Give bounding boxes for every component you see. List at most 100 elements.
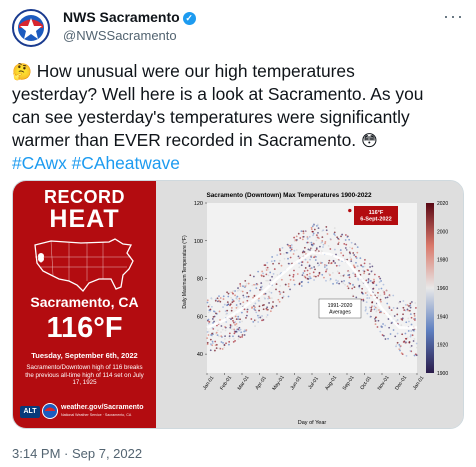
- scatter-point: [415, 346, 418, 349]
- average-curve: [206, 250, 417, 329]
- scatter-point: [396, 341, 399, 344]
- scatter-point: [387, 318, 390, 320]
- scatter-point: [349, 282, 352, 285]
- scatter-point: [358, 286, 361, 289]
- scatter-point: [289, 244, 292, 247]
- colorbar-tick-label: 1960: [437, 286, 448, 292]
- scatter-point: [258, 297, 260, 300]
- scatter-point: [392, 294, 395, 297]
- scatter-point: [366, 297, 369, 299]
- scatter-point: [409, 346, 412, 349]
- scatter-point: [317, 227, 320, 230]
- scatter-point: [301, 274, 304, 277]
- scatter-point: [303, 275, 306, 278]
- scatter-point: [212, 322, 214, 324]
- scatter-point: [343, 273, 346, 276]
- scatter-point: [279, 293, 282, 296]
- scatter-point: [348, 276, 351, 279]
- scatter-point: [292, 253, 295, 255]
- scatter-point: [240, 331, 243, 334]
- verified-badge-icon: ✓: [182, 12, 196, 25]
- scatter-point: [253, 308, 256, 310]
- scatter-point: [216, 334, 219, 336]
- scatter-point: [235, 304, 238, 306]
- avatar[interactable]: [11, 8, 51, 48]
- scatter-point: [319, 245, 321, 248]
- scatter-point: [324, 264, 326, 267]
- scatter-point: [254, 302, 257, 305]
- scatter-point: [300, 285, 303, 287]
- scatter-point: [278, 248, 281, 250]
- scatter-point: [327, 244, 330, 247]
- scatter-point: [398, 343, 401, 346]
- scatter-point: [216, 324, 218, 327]
- author-name[interactable]: NWS Sacramento ✓: [63, 9, 196, 25]
- scatter-point: [366, 291, 369, 293]
- scatter-point: [295, 235, 298, 238]
- scatter-point: [403, 340, 406, 343]
- scatter-point: [395, 320, 398, 322]
- scatter-point: [295, 249, 298, 251]
- scatter-point: [298, 266, 301, 269]
- scatter-point: [325, 229, 328, 232]
- scatter-point: [316, 262, 319, 265]
- hashtag-caheatwave[interactable]: #CAheatwave: [71, 153, 180, 173]
- scatter-point: [360, 264, 362, 267]
- scatter-point: [296, 273, 299, 275]
- scatter-point: [333, 233, 336, 235]
- scatter-point: [348, 270, 350, 273]
- scatter-point: [244, 279, 247, 282]
- scatter-point: [239, 336, 242, 339]
- scatter-point: [343, 242, 346, 245]
- scatter-point: [287, 295, 290, 298]
- scatter-point: [292, 273, 295, 276]
- scatter-point: [394, 335, 397, 338]
- scatter-point: [386, 302, 389, 305]
- scatter-point: [234, 323, 236, 326]
- scatter-point: [234, 321, 237, 323]
- author-name-text[interactable]: NWS Sacramento: [63, 9, 180, 25]
- scatter-point: [367, 269, 369, 272]
- hashtag-cawx[interactable]: #CAwx: [12, 153, 67, 173]
- author-handle[interactable]: @NWSSacramento: [63, 28, 177, 43]
- scatter-point: [273, 259, 276, 262]
- scatter-point: [342, 282, 345, 285]
- scatter-point: [325, 226, 328, 228]
- scatter-point: [353, 286, 356, 289]
- scatter-point: [223, 338, 226, 340]
- scatter-point: [300, 264, 303, 267]
- scatter-point: [239, 328, 242, 331]
- scatter-point: [413, 312, 416, 315]
- tweet-media-image[interactable]: RECORD HEAT Sacramento, CA 116°F Tuesday…: [12, 180, 464, 429]
- scatter-point: [213, 349, 216, 352]
- scatter-point: [328, 259, 331, 262]
- y-tick-label: 120: [194, 201, 203, 207]
- scatter-point: [257, 316, 260, 319]
- scatter-point: [310, 243, 313, 246]
- alt-badge[interactable]: ALT: [20, 406, 40, 418]
- scatter-point: [220, 341, 223, 343]
- tweet-timestamp[interactable]: 3:14 PM · Sep 7, 2022: [12, 446, 143, 461]
- scatter-point: [262, 272, 264, 275]
- scatter-point: [340, 235, 342, 238]
- more-options-icon[interactable]: ···: [443, 6, 464, 26]
- scatter-point: [362, 265, 364, 268]
- scatter-point: [228, 337, 231, 339]
- scatter-point: [236, 328, 239, 331]
- scatter-point: [290, 244, 293, 246]
- scatter-point: [363, 270, 366, 273]
- scatter-point: [398, 347, 401, 350]
- scatter-point: [206, 301, 209, 304]
- scatter-point: [350, 258, 353, 261]
- scatter-point: [257, 270, 260, 273]
- scatter-point: [235, 322, 238, 325]
- scatter-point: [273, 268, 276, 270]
- scatter-point: [415, 342, 418, 345]
- scatter-point: [412, 328, 414, 331]
- scatter-point: [254, 319, 257, 321]
- scatter-point: [329, 278, 332, 280]
- scatter-point: [242, 296, 245, 299]
- scatter-point: [292, 275, 295, 278]
- scatter-point: [347, 287, 350, 290]
- scatter-point: [400, 318, 403, 320]
